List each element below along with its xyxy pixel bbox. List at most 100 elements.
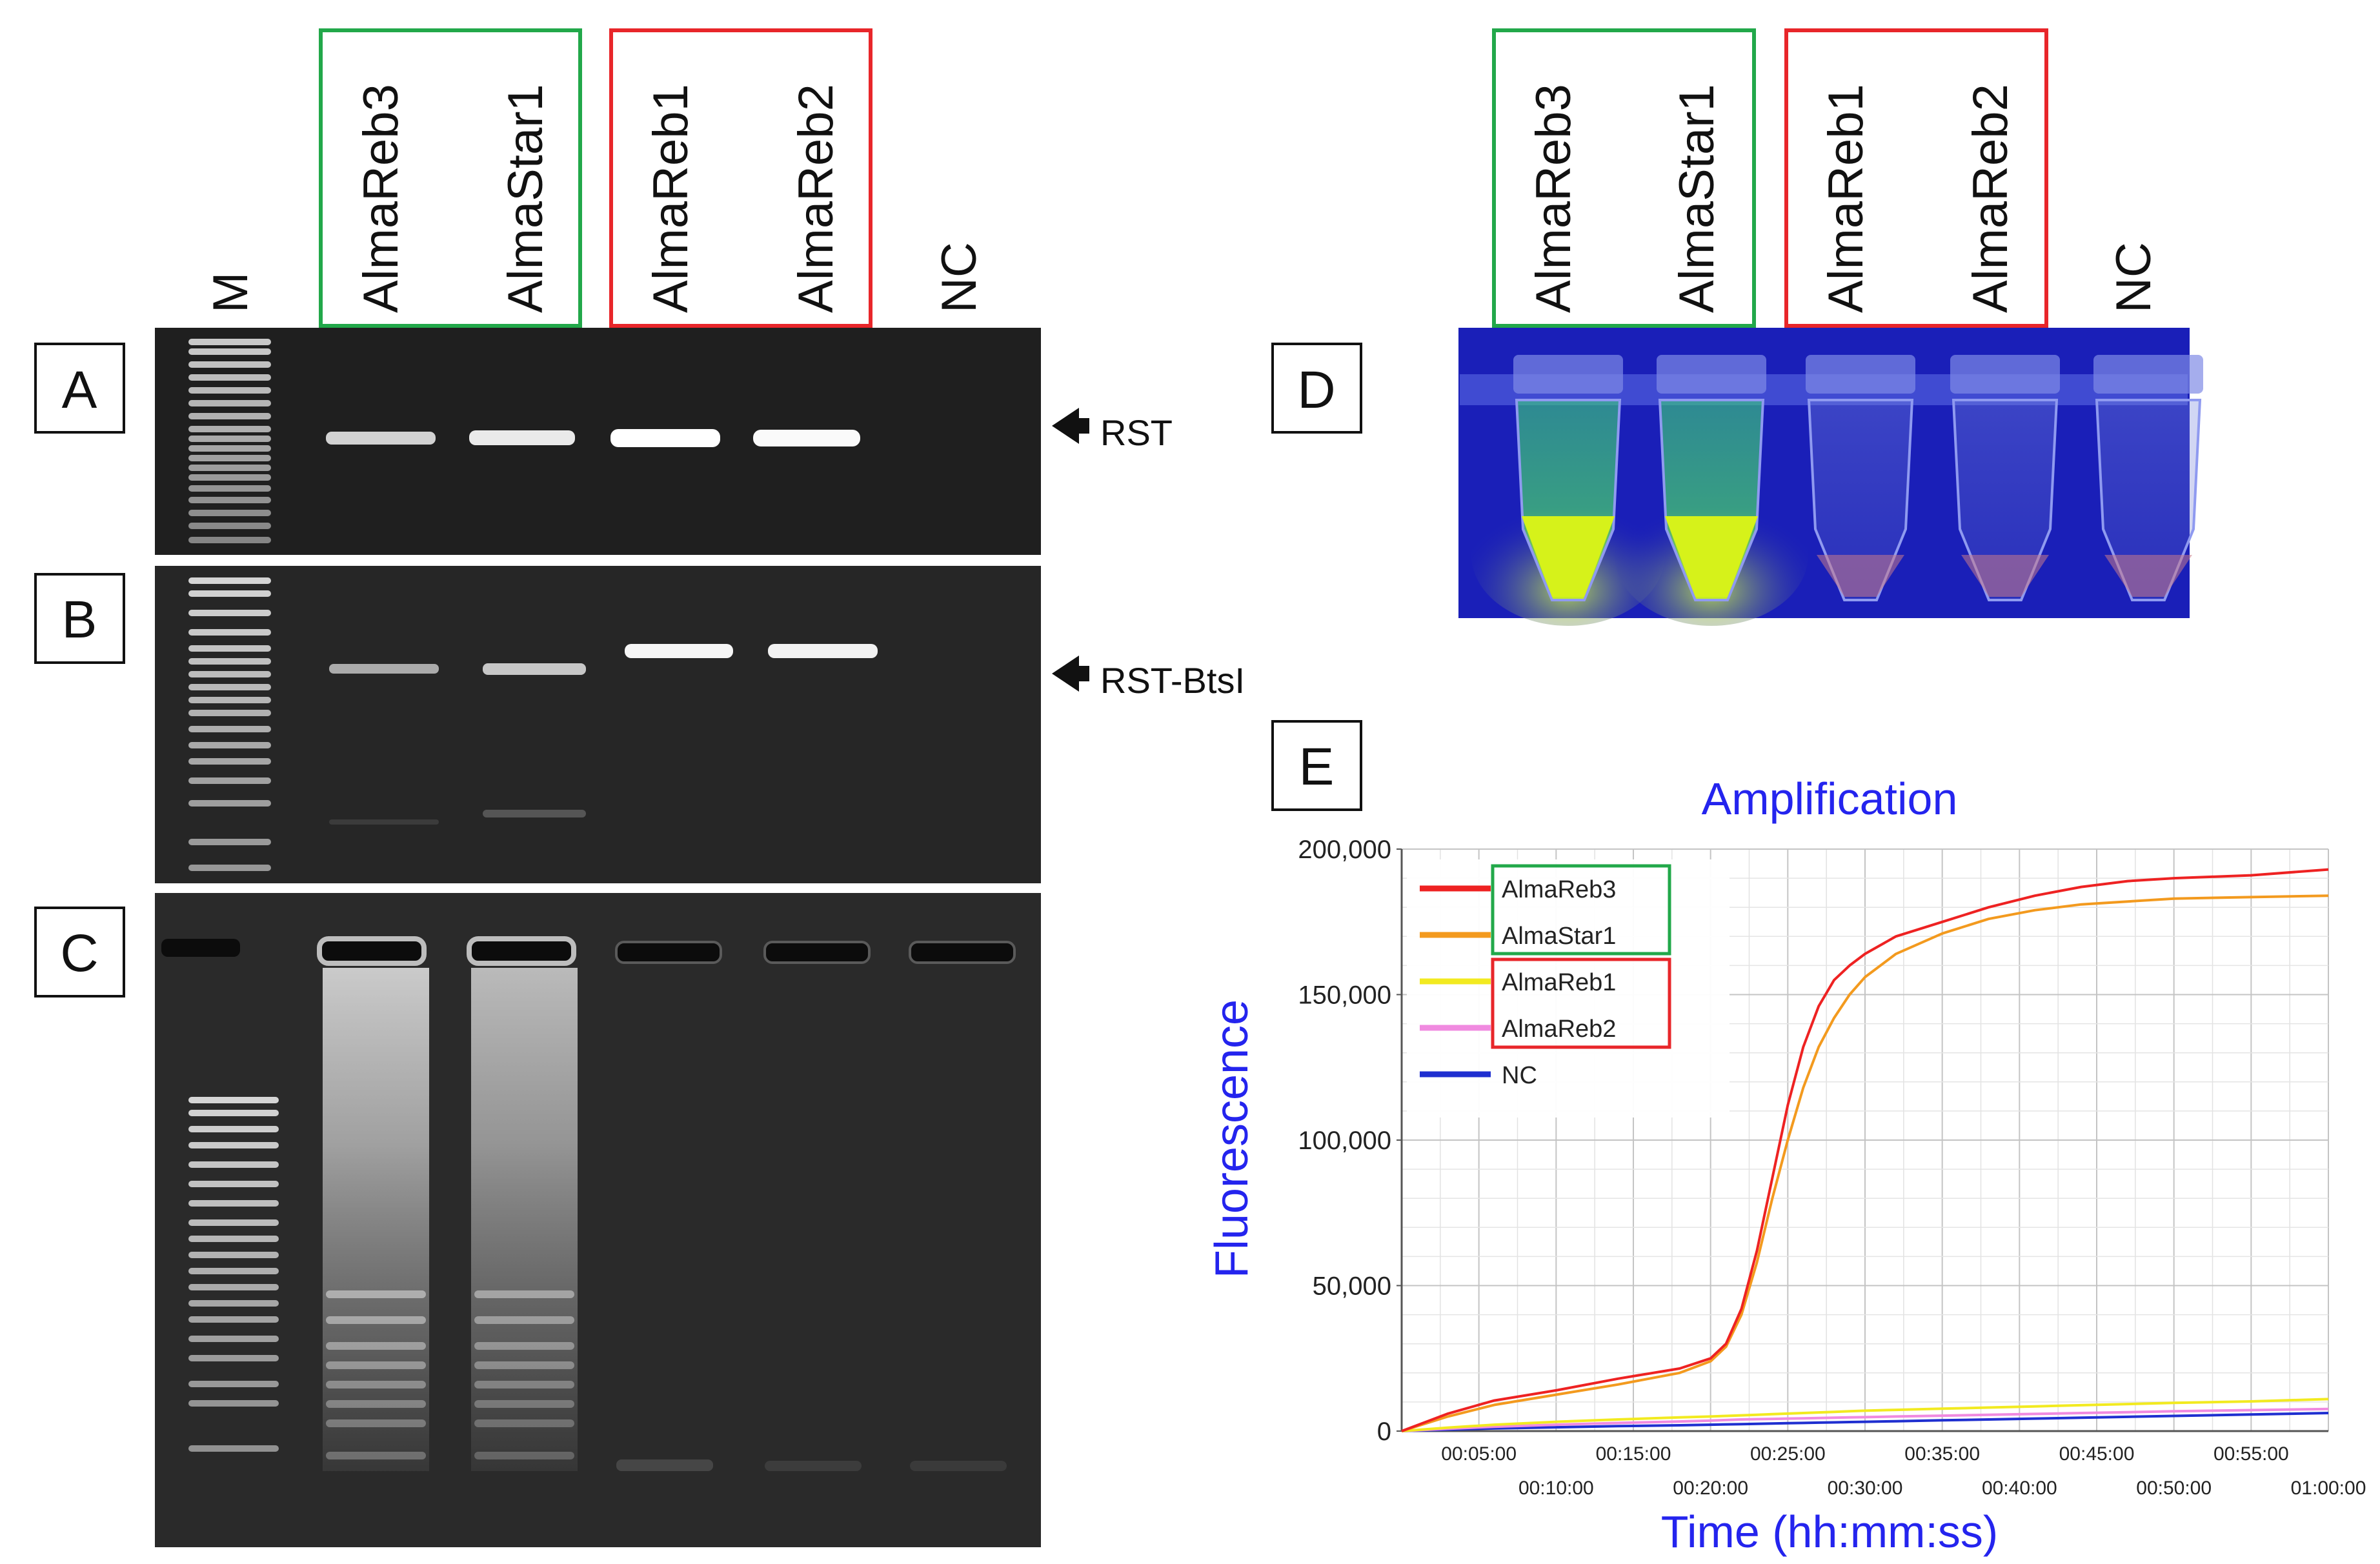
marker-band <box>188 523 271 529</box>
marker-band <box>188 1161 279 1168</box>
smear-band <box>326 1316 426 1324</box>
marker-band <box>188 800 271 807</box>
marker-band <box>188 485 271 492</box>
marker-band <box>188 865 271 871</box>
gel-c-well <box>909 941 1016 964</box>
marker-band <box>188 590 271 597</box>
marker-band <box>188 1252 279 1258</box>
smear-band <box>326 1381 426 1389</box>
marker-band <box>188 1142 279 1148</box>
gel-lane-label: AlmaReb2 <box>789 84 843 313</box>
series-line-almareb3 <box>1401 868 2329 1432</box>
legend-label: NC <box>1502 1062 1537 1089</box>
gel-c-marker-ladder <box>188 1097 279 1452</box>
y-tick-label: 200,000 <box>1298 836 1391 864</box>
marker-band <box>188 1336 279 1342</box>
gel-c-well <box>317 936 427 966</box>
x-tick-label: 00:10:00 <box>1518 1478 1594 1499</box>
x-tick-label: 00:15:00 <box>1596 1443 1671 1465</box>
band-b-label: RST-BtsI <box>1100 660 1245 701</box>
marker-band <box>188 684 271 690</box>
marker-band <box>188 742 271 748</box>
x-tick-label: 00:45:00 <box>2059 1443 2135 1465</box>
marker-band <box>188 1181 279 1187</box>
x-tick-label: 00:50:00 <box>2136 1478 2212 1499</box>
tube <box>1471 355 1665 626</box>
marker-band <box>188 537 271 543</box>
smear-band <box>474 1290 574 1298</box>
smear-band <box>474 1381 574 1389</box>
marker-band <box>188 1097 279 1103</box>
marker-band <box>188 839 271 845</box>
x-tick-label: 00:40:00 <box>1982 1478 2057 1499</box>
panel-c-box <box>34 907 125 998</box>
x-tick-label: 00:25:00 <box>1750 1443 1826 1465</box>
green-group-box <box>319 28 582 328</box>
legend-label: AlmaStar1 <box>1502 923 1616 950</box>
legend-red-group-box <box>1491 957 1671 1049</box>
marker-band <box>188 1284 279 1290</box>
marker-band <box>188 645 271 652</box>
gel-c-well <box>161 939 240 957</box>
marker-band <box>188 445 271 452</box>
smear-band <box>474 1316 574 1324</box>
smear-band <box>326 1452 426 1459</box>
gel-a-band-almastar1 <box>469 430 575 445</box>
gel-lane-labels: M AlmaReb3 AlmaStar1 AlmaReb1 AlmaReb2 NC <box>203 84 987 313</box>
tube <box>1950 355 2060 601</box>
gel-a-band-almareb3 <box>326 432 436 445</box>
marker-band <box>188 1400 279 1407</box>
band-a-label: RST <box>1100 412 1173 453</box>
tube-red-group-box <box>1784 28 2048 328</box>
x-tick-label: 00:30:00 <box>1828 1478 1903 1499</box>
gel-c-primer-band <box>910 1461 1007 1471</box>
smear-band <box>474 1419 574 1427</box>
gel-b-band-almastar1 <box>483 663 586 675</box>
tube-liquid <box>1817 555 1904 597</box>
y-tick-label: 150,000 <box>1298 981 1391 1010</box>
series-line-almastar1 <box>1401 894 2329 1432</box>
gel-c-primer-band <box>616 1459 713 1471</box>
gel-b-marker-ladder <box>188 577 271 871</box>
gel-marker-label: M <box>203 272 258 313</box>
tube <box>1615 355 1808 626</box>
marker-band <box>188 671 271 677</box>
gel-lane-label: AlmaReb3 <box>354 84 408 313</box>
marker-band <box>188 413 271 419</box>
gel-a-bands <box>326 429 860 447</box>
gel-b-band-almareb1 <box>625 644 733 658</box>
marker-band <box>188 1268 279 1274</box>
marker-band <box>188 577 271 584</box>
marker-band <box>188 1110 279 1116</box>
gel-b-band-almareb3 <box>329 664 439 674</box>
smear-band <box>326 1342 426 1350</box>
legend-label: AlmaReb2 <box>1502 1016 1616 1043</box>
gel-c-image <box>155 893 1041 1547</box>
tube-row <box>1471 355 2203 626</box>
smear-band <box>326 1400 426 1408</box>
chart-ylabel: Fluorescence <box>1206 999 1258 1278</box>
red-group-box <box>609 28 872 328</box>
tube-lane-labels: AlmaReb3 AlmaStar1 AlmaReb1 AlmaReb2 NC <box>1526 84 2161 313</box>
marker-band <box>188 400 271 406</box>
chart-title: Amplification <box>1702 774 1958 824</box>
marker-band <box>188 777 271 784</box>
smear-band <box>326 1290 426 1298</box>
gel-b-band-faint-almareb3 <box>329 819 439 825</box>
x-tick-label: 00:05:00 <box>1441 1443 1517 1465</box>
gel-b-bands <box>329 644 878 825</box>
tube-lane-label: AlmaReb1 <box>1819 84 1873 313</box>
gel-c-smear-bands <box>326 1290 574 1459</box>
y-tick-label: 50,000 <box>1313 1272 1391 1301</box>
series-line-nc <box>1401 1412 2329 1432</box>
tube-cap <box>1513 355 1623 394</box>
marker-band <box>188 1355 279 1361</box>
tube-liquid <box>2104 555 2192 597</box>
marker-band <box>188 474 271 481</box>
marker-band <box>188 348 271 355</box>
tube-lane-label: AlmaStar1 <box>1669 84 1724 313</box>
smear-band <box>474 1452 574 1459</box>
marker-band <box>188 758 271 765</box>
